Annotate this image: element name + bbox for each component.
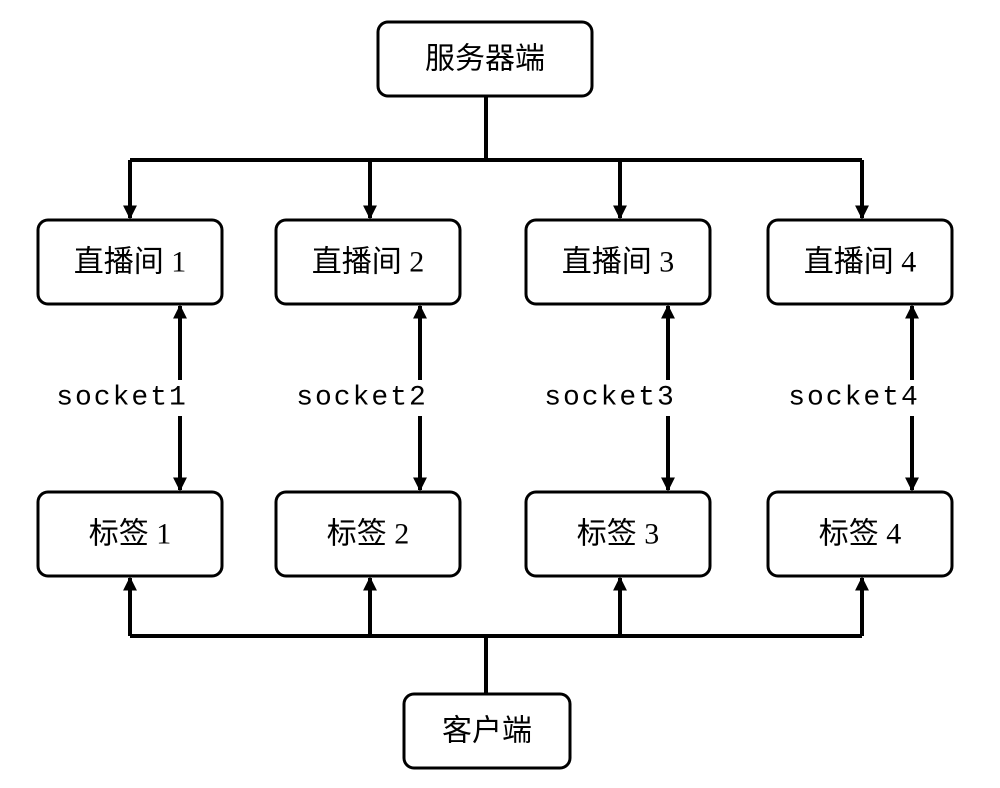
node-tag1: 标签 1 [38,492,222,576]
node-room1: 直播间 1 [38,220,222,304]
label-socket-3: socket3 [544,383,676,414]
node-tag3: 标签 3 [526,492,710,576]
node-client: 客户端 [404,694,570,768]
label-socket-2: socket2 [296,383,428,414]
node-label-tag3: 标签 3 [577,518,660,551]
node-room2: 直播间 2 [276,220,460,304]
node-room3: 直播间 3 [526,220,710,304]
node-label-tag2: 标签 2 [327,518,410,551]
node-tag4: 标签 4 [768,492,952,576]
node-label-room3: 直播间 3 [562,246,675,279]
node-room4: 直播间 4 [768,220,952,304]
node-label-room2: 直播间 2 [312,246,425,279]
label-socket-4: socket4 [788,383,920,414]
node-label-room1: 直播间 1 [74,246,187,279]
label-socket-1: socket1 [56,383,188,414]
diagram-canvas: socket1 socket2 socket3 socket4 服务器端直播间 1 直播间… [0,0,1000,788]
node-server: 服务器端 [378,22,592,96]
node-label-room4: 直播间 4 [804,246,917,279]
node-label-tag1: 标签 1 [89,518,172,551]
node-label-server: 服务器端 [425,43,545,76]
node-label-tag4: 标签 4 [819,518,902,551]
node-label-client: 客户端 [442,715,532,748]
node-tag2: 标签 2 [276,492,460,576]
